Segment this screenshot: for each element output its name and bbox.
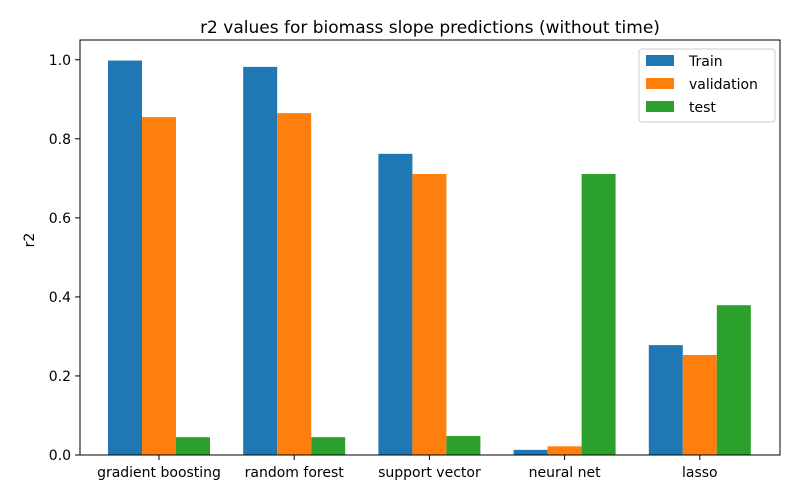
bar-test-2 bbox=[446, 436, 481, 455]
bar-validation-3 bbox=[547, 446, 582, 455]
bar-train-2 bbox=[378, 153, 413, 456]
legend-label-test: test bbox=[689, 100, 716, 116]
y-tick-label: 0.2 bbox=[49, 369, 71, 385]
x-axis: gradient boosting random forest support ve… bbox=[97, 455, 718, 481]
bar-validation-0 bbox=[142, 117, 176, 456]
bars-group bbox=[108, 60, 751, 456]
bar-test-4 bbox=[716, 305, 751, 455]
bar-test-0 bbox=[176, 437, 210, 455]
x-tick-label: random forest bbox=[245, 465, 345, 481]
y-tick-label: 0.0 bbox=[49, 448, 71, 464]
y-axis: 0.0 0.2 0.4 0.6 0.8 1.0 bbox=[49, 53, 80, 464]
bar-train-1 bbox=[243, 66, 278, 455]
bar-test-3 bbox=[581, 173, 616, 455]
x-tick-label: neural net bbox=[529, 465, 602, 481]
legend-swatch-test bbox=[646, 101, 674, 112]
bar-train-4 bbox=[648, 345, 683, 455]
bar-train-3 bbox=[513, 449, 548, 455]
x-tick-label: support vector bbox=[378, 465, 481, 481]
bar-validation-2 bbox=[412, 173, 447, 455]
y-tick-label: 1.0 bbox=[49, 53, 71, 69]
x-tick-label: gradient boosting bbox=[97, 465, 221, 481]
y-tick-label: 0.4 bbox=[49, 290, 71, 306]
x-tick-label: lasso bbox=[682, 465, 718, 481]
legend: Train validation test bbox=[638, 48, 776, 123]
plot-frame bbox=[79, 39, 781, 456]
legend-label-validation: validation bbox=[689, 77, 758, 93]
y-tick-label: 0.8 bbox=[49, 132, 71, 148]
y-tick-label: 0.6 bbox=[49, 211, 71, 227]
chart-title: r2 values for biomass slope predictions … bbox=[200, 18, 660, 38]
y-axis-label: r2 bbox=[22, 233, 38, 248]
bar-train-0 bbox=[108, 60, 142, 456]
legend-swatch-validation bbox=[646, 78, 674, 89]
bar-test-1 bbox=[311, 437, 346, 455]
bar-validation-4 bbox=[682, 355, 717, 455]
legend-label-train: Train bbox=[688, 54, 723, 70]
legend-swatch-train bbox=[646, 55, 674, 66]
bar-validation-1 bbox=[277, 113, 312, 455]
